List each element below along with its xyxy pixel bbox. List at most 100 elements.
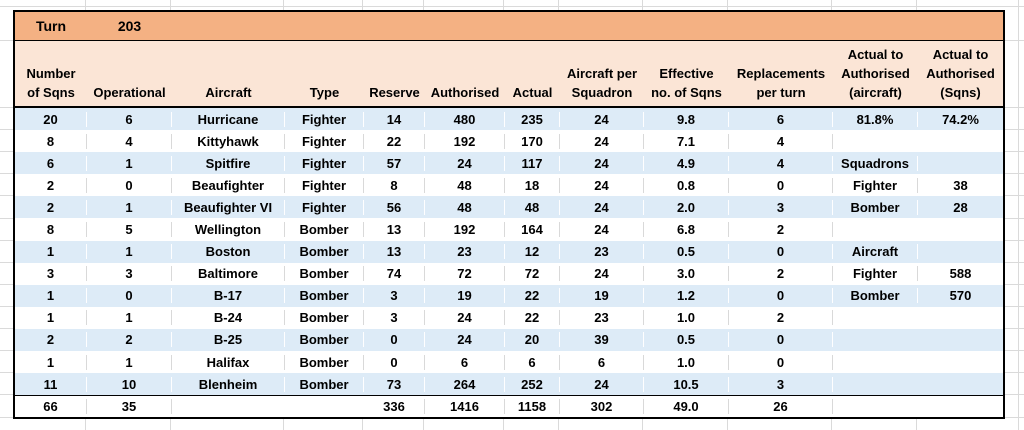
cell[interactable]: 74.2% (942, 111, 979, 127)
cell[interactable]: 0 (364, 354, 425, 370)
cell[interactable]: 24 (560, 155, 644, 171)
cell[interactable]: 19 (560, 288, 644, 304)
cell[interactable]: 10.5 (644, 376, 729, 392)
cell[interactable]: Fighter (833, 266, 918, 282)
cell[interactable]: 235 (505, 111, 560, 127)
cell[interactable]: 3 (729, 199, 833, 215)
cell[interactable]: 4 (729, 155, 833, 171)
cell[interactable]: Fighter (285, 177, 364, 193)
cell[interactable]: 0.8 (644, 177, 729, 193)
cell[interactable]: Bomber (285, 266, 364, 282)
cell[interactable]: 23 (560, 310, 644, 326)
cell[interactable]: Bomber (285, 222, 364, 238)
cell[interactable]: Aircraft (833, 244, 918, 260)
cell[interactable]: 28 (953, 199, 968, 215)
column-header[interactable]: Reserve (369, 85, 420, 101)
cell[interactable]: 170 (505, 133, 560, 149)
totals-cell[interactable]: 49.0 (644, 399, 729, 415)
cell[interactable]: 22 (364, 133, 425, 149)
cell[interactable]: 6 (505, 354, 560, 370)
cell[interactable]: 0.5 (644, 332, 729, 348)
cell[interactable]: 164 (505, 222, 560, 238)
cell[interactable]: Bomber (833, 288, 918, 304)
cell[interactable]: 1 (87, 155, 172, 171)
cell[interactable]: 1.0 (644, 310, 729, 326)
column-header[interactable]: Actual to Authorised (aircraft) (841, 47, 910, 101)
cell[interactable]: 2 (87, 332, 172, 348)
cell[interactable]: 19 (425, 288, 505, 304)
cell[interactable]: 1 (15, 288, 87, 304)
cell[interactable]: 1 (15, 244, 87, 260)
cell[interactable]: 24 (425, 310, 505, 326)
cell[interactable]: 6 (425, 354, 505, 370)
cell[interactable]: 192 (425, 133, 505, 149)
cell[interactable]: 0 (87, 177, 172, 193)
cell[interactable]: 8 (15, 222, 87, 238)
totals-cell[interactable]: 336 (364, 399, 425, 415)
cell[interactable]: 56 (364, 199, 425, 215)
cell[interactable]: 2 (15, 332, 87, 348)
cell[interactable]: 18 (505, 177, 560, 193)
cell[interactable]: Bomber (285, 354, 364, 370)
cell[interactable]: 24 (425, 155, 505, 171)
cell[interactable]: 0 (729, 177, 833, 193)
cell[interactable]: 4 (87, 133, 172, 149)
cell[interactable]: 74 (364, 266, 425, 282)
cell[interactable]: 192 (425, 222, 505, 238)
cell[interactable]: 72 (425, 266, 505, 282)
cell[interactable]: 24 (560, 111, 644, 127)
cell[interactable]: Fighter (285, 199, 364, 215)
cell[interactable]: 8 (364, 177, 425, 193)
cell[interactable]: 13 (364, 222, 425, 238)
cell[interactable]: 22 (505, 288, 560, 304)
cell[interactable]: Halifax (172, 354, 285, 370)
cell[interactable]: 48 (425, 199, 505, 215)
totals-cell[interactable]: 302 (560, 399, 644, 415)
cell[interactable]: Bomber (285, 332, 364, 348)
cell[interactable]: Beaufighter VI (172, 199, 285, 215)
cell[interactable]: 72 (505, 266, 560, 282)
cell[interactable]: 6 (560, 354, 644, 370)
cell[interactable]: 2 (15, 199, 87, 215)
cell[interactable]: 6 (87, 111, 172, 127)
cell[interactable]: 6.8 (644, 222, 729, 238)
cell[interactable]: 24 (560, 199, 644, 215)
cell[interactable]: Squadrons (833, 155, 918, 171)
cell[interactable]: 3 (729, 376, 833, 392)
cell[interactable]: 570 (949, 288, 972, 304)
cell[interactable]: Bomber (285, 310, 364, 326)
cell[interactable]: 1 (15, 354, 87, 370)
cell[interactable]: 24 (425, 332, 505, 348)
cell[interactable]: 3 (364, 288, 425, 304)
column-header[interactable]: Type (309, 85, 340, 101)
cell[interactable]: 38 (953, 177, 968, 193)
cell[interactable]: 7.1 (644, 133, 729, 149)
cell[interactable]: 2 (729, 266, 833, 282)
column-header[interactable]: Effective no. of Sqns (651, 66, 722, 101)
cell[interactable]: 13 (364, 244, 425, 260)
cell[interactable]: 11 (15, 376, 87, 392)
cell[interactable]: Wellington (172, 222, 285, 238)
cell[interactable]: 81.8% (833, 111, 918, 127)
cell[interactable]: 264 (425, 376, 505, 392)
turn-value-cell[interactable]: 203 (117, 18, 142, 34)
cell[interactable]: 23 (560, 244, 644, 260)
cell[interactable]: 4 (729, 133, 833, 149)
cell[interactable]: 0 (729, 288, 833, 304)
column-header[interactable]: Replacements per turn (736, 66, 826, 101)
column-header[interactable]: Aircraft (205, 85, 252, 101)
cell[interactable]: 10 (87, 376, 172, 392)
cell[interactable]: 2 (729, 310, 833, 326)
cell[interactable]: 9.8 (644, 111, 729, 127)
cell[interactable]: 252 (505, 376, 560, 392)
cell[interactable]: Bomber (833, 199, 918, 215)
cell[interactable]: 0.5 (644, 244, 729, 260)
cell[interactable]: 1 (87, 310, 172, 326)
cell[interactable]: 0 (87, 288, 172, 304)
cell[interactable]: 588 (949, 266, 972, 282)
cell[interactable]: 1.2 (644, 288, 729, 304)
cell[interactable]: 1 (87, 244, 172, 260)
cell[interactable]: Beaufighter (172, 177, 285, 193)
cell[interactable]: 0 (729, 244, 833, 260)
cell[interactable]: Fighter (833, 177, 918, 193)
